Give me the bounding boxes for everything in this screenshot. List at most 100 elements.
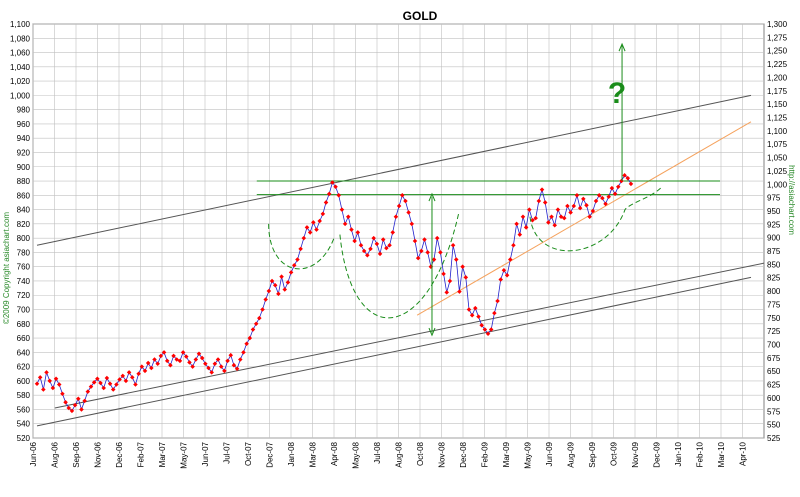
data-point [247, 335, 253, 341]
data-point [292, 262, 297, 268]
right-axis-tick-label: 925 [767, 220, 781, 229]
data-point [476, 314, 481, 319]
x-axis-tick-label: Dec-08 [459, 441, 468, 467]
data-point [193, 357, 199, 362]
x-axis-tick-label: Aug-09 [567, 441, 576, 467]
data-point [263, 297, 268, 302]
left-axis-tick-label: 620 [17, 363, 31, 372]
data-point [479, 322, 484, 328]
data-point [412, 238, 418, 244]
data-point [501, 267, 507, 273]
x-axis-tick-label: Jan-08 [287, 441, 296, 466]
data-point [615, 184, 621, 190]
data-point [95, 376, 100, 382]
left-axis-tick-label: 920 [17, 148, 31, 157]
data-point [107, 381, 113, 387]
data-point [415, 255, 421, 261]
annotations [268, 42, 661, 337]
data-point [438, 250, 443, 255]
chart-title: GOLD [403, 9, 438, 23]
data-point [587, 214, 592, 219]
left-axis-tick-label: 980 [17, 106, 31, 115]
data-point [79, 407, 84, 412]
data-point [349, 227, 354, 232]
orange-trend-line [416, 121, 752, 316]
data-point [145, 360, 151, 366]
right-axis-tick-label: 575 [767, 407, 781, 416]
data-point [314, 227, 319, 232]
data-point [403, 198, 408, 204]
data-point [142, 368, 148, 374]
data-point [581, 196, 586, 202]
data-point [365, 253, 370, 258]
x-axis-tick-label: Mar-07 [158, 441, 167, 467]
x-axis-tick-label: Aug-08 [395, 441, 404, 467]
x-axis-tick-label: Nov-06 [94, 441, 103, 467]
left-axis-tick-label: 940 [17, 134, 31, 143]
grid [32, 23, 765, 439]
data-point [177, 358, 183, 364]
left-axis-tick-label: 640 [17, 348, 31, 357]
data-point [218, 364, 224, 369]
x-axis-tick-label: Aug-06 [51, 441, 60, 467]
data-point [390, 230, 396, 235]
data-point [434, 235, 440, 241]
data-point [396, 203, 402, 209]
data-point [358, 243, 364, 248]
data-point [222, 368, 227, 374]
data-point [514, 221, 519, 227]
data-point [317, 218, 322, 224]
data-point [482, 327, 488, 332]
right-axis-tick-label: 1,300 [767, 20, 788, 29]
right-axis-tick-label: 600 [767, 394, 781, 403]
left-axis-tick-label: 580 [17, 391, 31, 400]
axes: 520 540 560 580 600 620 640 660 680 700 720 740 760 7… [10, 20, 788, 469]
data-point [488, 327, 494, 332]
left-axis-tick-label: 900 [17, 163, 31, 172]
data-point [76, 396, 81, 402]
data-point [47, 378, 52, 384]
data-point [511, 243, 516, 248]
x-axis-tick-label: Sep-09 [588, 441, 597, 467]
right-axis-tick-label: 1,275 [767, 33, 788, 42]
data-point [571, 203, 577, 209]
data-point [619, 178, 624, 184]
right-axis-tick-label: 1,075 [767, 140, 788, 149]
data-point [171, 353, 176, 359]
x-axis-tick-label: Oct-07 [244, 441, 253, 466]
x-axis-tick-label: Jul-08 [373, 441, 382, 463]
right-axis-tick-label: 750 [767, 314, 781, 323]
right-axis-tick-label: 950 [767, 207, 781, 216]
data-point [463, 275, 469, 280]
data-point [164, 358, 170, 364]
right-axis-tick-label: 900 [767, 234, 781, 243]
data-point [215, 357, 221, 362]
data-point [301, 235, 307, 241]
data-point [253, 321, 259, 327]
data-point [444, 290, 449, 295]
data-point [485, 331, 491, 337]
data-point [460, 264, 465, 269]
data-point [549, 214, 554, 219]
data-point [339, 207, 345, 212]
data-point [158, 353, 164, 359]
x-axis-tick-label: Oct-09 [610, 441, 619, 466]
x-axis-tick-label: Dec-06 [115, 441, 124, 467]
right-axis-tick-label: 700 [767, 341, 781, 350]
data-point [336, 193, 342, 198]
left-axis-tick-label: 1,060 [10, 49, 31, 58]
data-point [298, 246, 303, 252]
right-axis-tick-label: 875 [767, 247, 781, 256]
data-point [91, 380, 97, 385]
data-point [228, 352, 234, 358]
copyright-label: ©2009 Copyright asiachart.com [2, 212, 11, 325]
left-axis-tick-label: 1,100 [10, 20, 31, 29]
arrowhead-down [428, 327, 436, 337]
left-axis-tick-label: 840 [17, 206, 31, 215]
data-point [574, 193, 580, 198]
data-point [276, 291, 281, 297]
data-point [212, 361, 218, 367]
data-point [130, 375, 135, 380]
right-axis-tick-label: 1,250 [767, 47, 788, 56]
